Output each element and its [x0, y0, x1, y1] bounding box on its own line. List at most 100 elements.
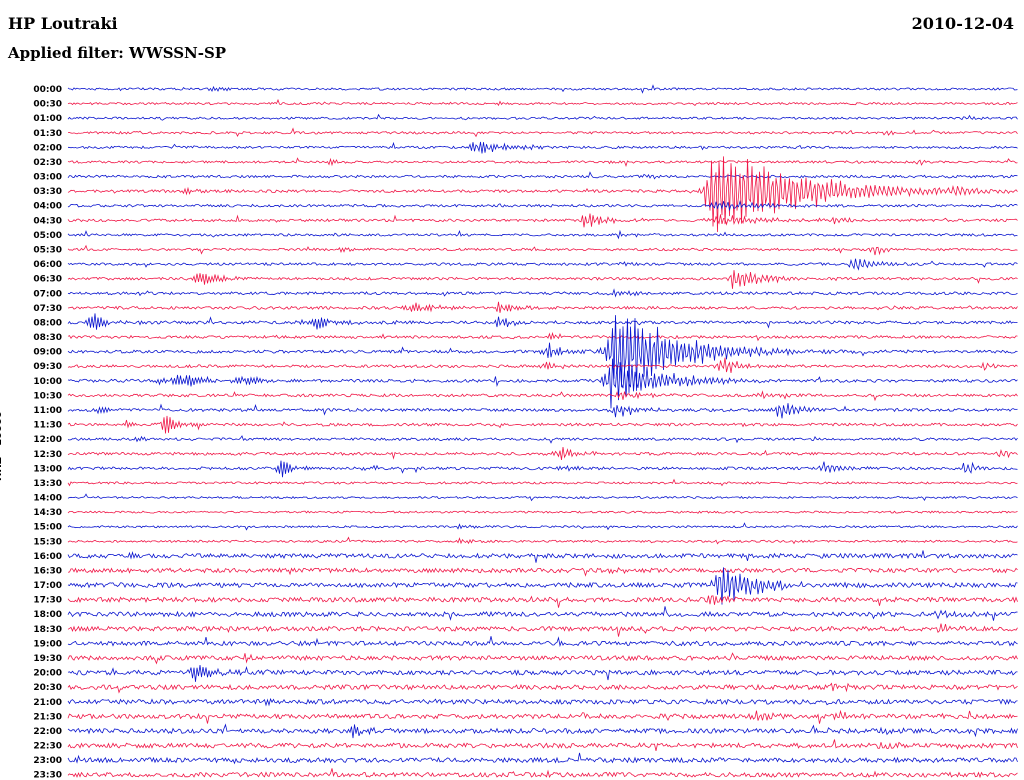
trace-time-label: 23:30: [33, 771, 62, 780]
seismogram-trace-2200: [67, 723, 1018, 739]
trace-time-label: 03:30: [33, 187, 62, 197]
seismogram-trace-0000: [67, 84, 1018, 94]
applied-filter-label: Applied filter: WWSSN-SP: [8, 44, 227, 62]
trace-time-label: 08:00: [33, 318, 62, 328]
trace-time-label: 08:30: [33, 333, 62, 343]
trace-time-label: 07:30: [33, 304, 62, 314]
seismogram-trace-1230: [67, 447, 1018, 460]
seismogram-trace-2300: [67, 752, 1018, 765]
trace-time-label: 01:00: [33, 114, 62, 124]
seismogram-trace-1130: [67, 415, 1018, 434]
trace-time-label: 20:00: [33, 669, 62, 679]
seismogram-trace-1300: [67, 460, 1018, 478]
trace-time-label: 18:30: [33, 625, 62, 635]
trace-time-label: 17:30: [33, 596, 62, 606]
trace-time-label: 07:00: [33, 289, 62, 299]
seismogram-trace-1330: [67, 478, 1018, 487]
seismogram-trace-1500: [67, 522, 1018, 531]
seismogram-trace-0030: [67, 98, 1018, 107]
trace-time-label: 04:30: [33, 216, 62, 226]
seismogram-trace-2100: [67, 697, 1018, 707]
seismogram-trace-1100: [67, 403, 1018, 419]
trace-time-label: 04:00: [33, 202, 62, 212]
trace-time-label: 03:00: [33, 173, 62, 183]
trace-time-label: 13:00: [33, 464, 62, 474]
trace-time-label: 21:00: [33, 698, 62, 708]
seismogram-trace-0500: [67, 229, 1018, 240]
seismogram-trace-0800: [67, 313, 1018, 330]
trace-time-label: 19:30: [33, 654, 62, 664]
trace-time-label: 01:30: [33, 129, 62, 139]
seismogram-trace-1200: [67, 435, 1018, 444]
trace-time-label: 19:00: [33, 639, 62, 649]
trace-time-label: 02:30: [33, 158, 62, 168]
seismogram-trace-2230: [67, 739, 1018, 751]
trace-time-label: 23:00: [33, 756, 62, 766]
seismogram-trace-0330: [67, 156, 1018, 232]
seismogram-trace-1030: [67, 390, 1018, 402]
trace-time-label: 09:00: [33, 348, 62, 358]
seismogram-trace-0900: [67, 315, 1018, 393]
seismogram-trace-2130: [67, 709, 1018, 724]
seismogram-trace-1530: [67, 536, 1018, 545]
seismogram-trace-2000: [67, 664, 1018, 682]
seismogram-trace-0700: [67, 288, 1018, 298]
seismogram-trace-1000: [67, 358, 1018, 409]
seismogram-trace-1730: [67, 594, 1018, 608]
trace-time-label: 21:30: [33, 712, 62, 722]
trace-time-label: 06:30: [33, 275, 62, 285]
seismogram-trace-0530: [67, 244, 1018, 256]
trace-time-label: 11:30: [33, 421, 62, 431]
trace-time-label: 14:30: [33, 508, 62, 518]
trace-time-label: 09:30: [33, 362, 62, 372]
seismogram-trace-0100: [67, 113, 1018, 121]
seismogram-trace-0130: [67, 127, 1018, 138]
seismogram-trace-1430: [67, 510, 1018, 514]
trace-time-label: 17:00: [33, 581, 62, 591]
seismogram-trace-1830: [67, 623, 1018, 637]
trace-time-label: 13:30: [33, 479, 62, 489]
trace-time-label: 02:00: [33, 143, 62, 153]
seismogram-trace-0430: [67, 213, 1018, 228]
trace-time-label: 12:30: [33, 450, 62, 460]
trace-time-label: 18:00: [33, 610, 62, 620]
trace-time-label: 00:30: [33, 100, 62, 110]
trace-time-label: 10:30: [33, 391, 62, 401]
trace-time-label: 10:00: [33, 377, 62, 387]
trace-time-label: 22:00: [33, 727, 62, 737]
seismogram-trace-2030: [67, 682, 1018, 694]
seismogram-trace-1400: [67, 493, 1018, 502]
trace-time-label: 06:00: [33, 260, 62, 270]
seismogram-trace-1800: [67, 606, 1018, 621]
seismogram-trace-1700: [67, 567, 1018, 605]
seismogram-trace-0730: [67, 301, 1018, 313]
trace-time-label: 16:00: [33, 552, 62, 562]
trace-time-label: 15:00: [33, 523, 62, 533]
seismogram-trace-1600: [67, 550, 1018, 563]
trace-time-label: 16:30: [33, 566, 62, 576]
seismogram-trace-0830: [67, 331, 1018, 342]
seismogram-trace-2330: [67, 768, 1018, 779]
trace-time-label: 05:00: [33, 231, 62, 241]
trace-time-label: 00:00: [33, 85, 62, 95]
seismogram-trace-0230: [67, 157, 1018, 168]
seismogram-trace-0930: [67, 357, 1018, 373]
trace-time-label: 14:00: [33, 494, 62, 504]
seismogram-trace-1930: [67, 652, 1018, 665]
trace-time-label: 20:30: [33, 683, 62, 693]
seismogram-trace-1630: [67, 567, 1018, 577]
trace-time-label: 12:00: [33, 435, 62, 445]
trace-time-label: 15:30: [33, 537, 62, 547]
record-date: 2010-12-04: [911, 14, 1014, 33]
seismogram-trace-0630: [67, 270, 1018, 289]
seismogram-trace-0200: [67, 141, 1018, 154]
trace-time-label: 11:00: [33, 406, 62, 416]
seismogram-trace-0300: [67, 171, 1018, 180]
seismogram-trace-0400: [67, 200, 1018, 212]
station-name: HP Loutraki: [8, 14, 118, 33]
seismogram-trace-1900: [67, 636, 1018, 648]
trace-time-label: 22:30: [33, 742, 62, 752]
trace-time-label: 05:30: [33, 245, 62, 255]
